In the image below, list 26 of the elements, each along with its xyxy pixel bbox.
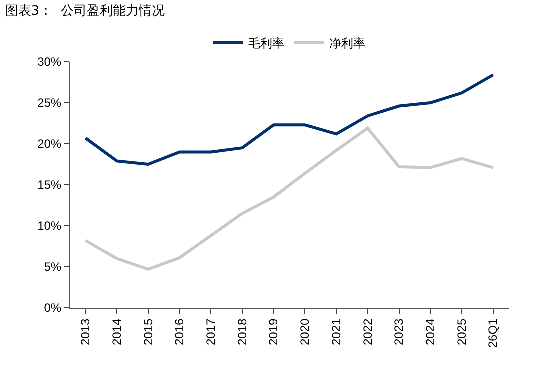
y-tick-label: 20% xyxy=(38,137,62,152)
chart-title: 图表3： 公司盈利能力情况 xyxy=(5,4,165,19)
x-tick-label: 2021 xyxy=(329,318,344,346)
y-tick-label: 0% xyxy=(44,301,62,316)
line-series xyxy=(84,74,495,166)
x-tick-label: 2015 xyxy=(141,318,156,346)
x-tick-label: 2018 xyxy=(235,318,250,346)
legend-label: 净利率 xyxy=(330,36,366,50)
x-tick-label: 2017 xyxy=(204,318,218,346)
x-tick-label: 2022 xyxy=(360,318,375,346)
y-tick-label: 25% xyxy=(38,96,62,110)
x-tick-label: 2014 xyxy=(110,318,124,346)
x-tick-label: 2025 xyxy=(454,318,469,346)
line-series xyxy=(84,126,495,271)
y-tick-label: 5% xyxy=(44,260,62,274)
x-tick-label: 2023 xyxy=(392,318,406,346)
x-tick-label: 26Q1 xyxy=(486,318,500,348)
x-tick-label: 2013 xyxy=(78,318,93,346)
x-tick-label: 2024 xyxy=(424,318,438,346)
x-tick-label: 2020 xyxy=(298,318,312,346)
x-tick-label: 2019 xyxy=(266,318,281,346)
y-tick-label: 10% xyxy=(38,219,62,234)
legend-label: 毛利率 xyxy=(248,36,284,50)
y-tick-label: 15% xyxy=(38,178,62,192)
x-tick-label: 2016 xyxy=(172,318,187,346)
y-tick-label: 30% xyxy=(38,55,62,70)
